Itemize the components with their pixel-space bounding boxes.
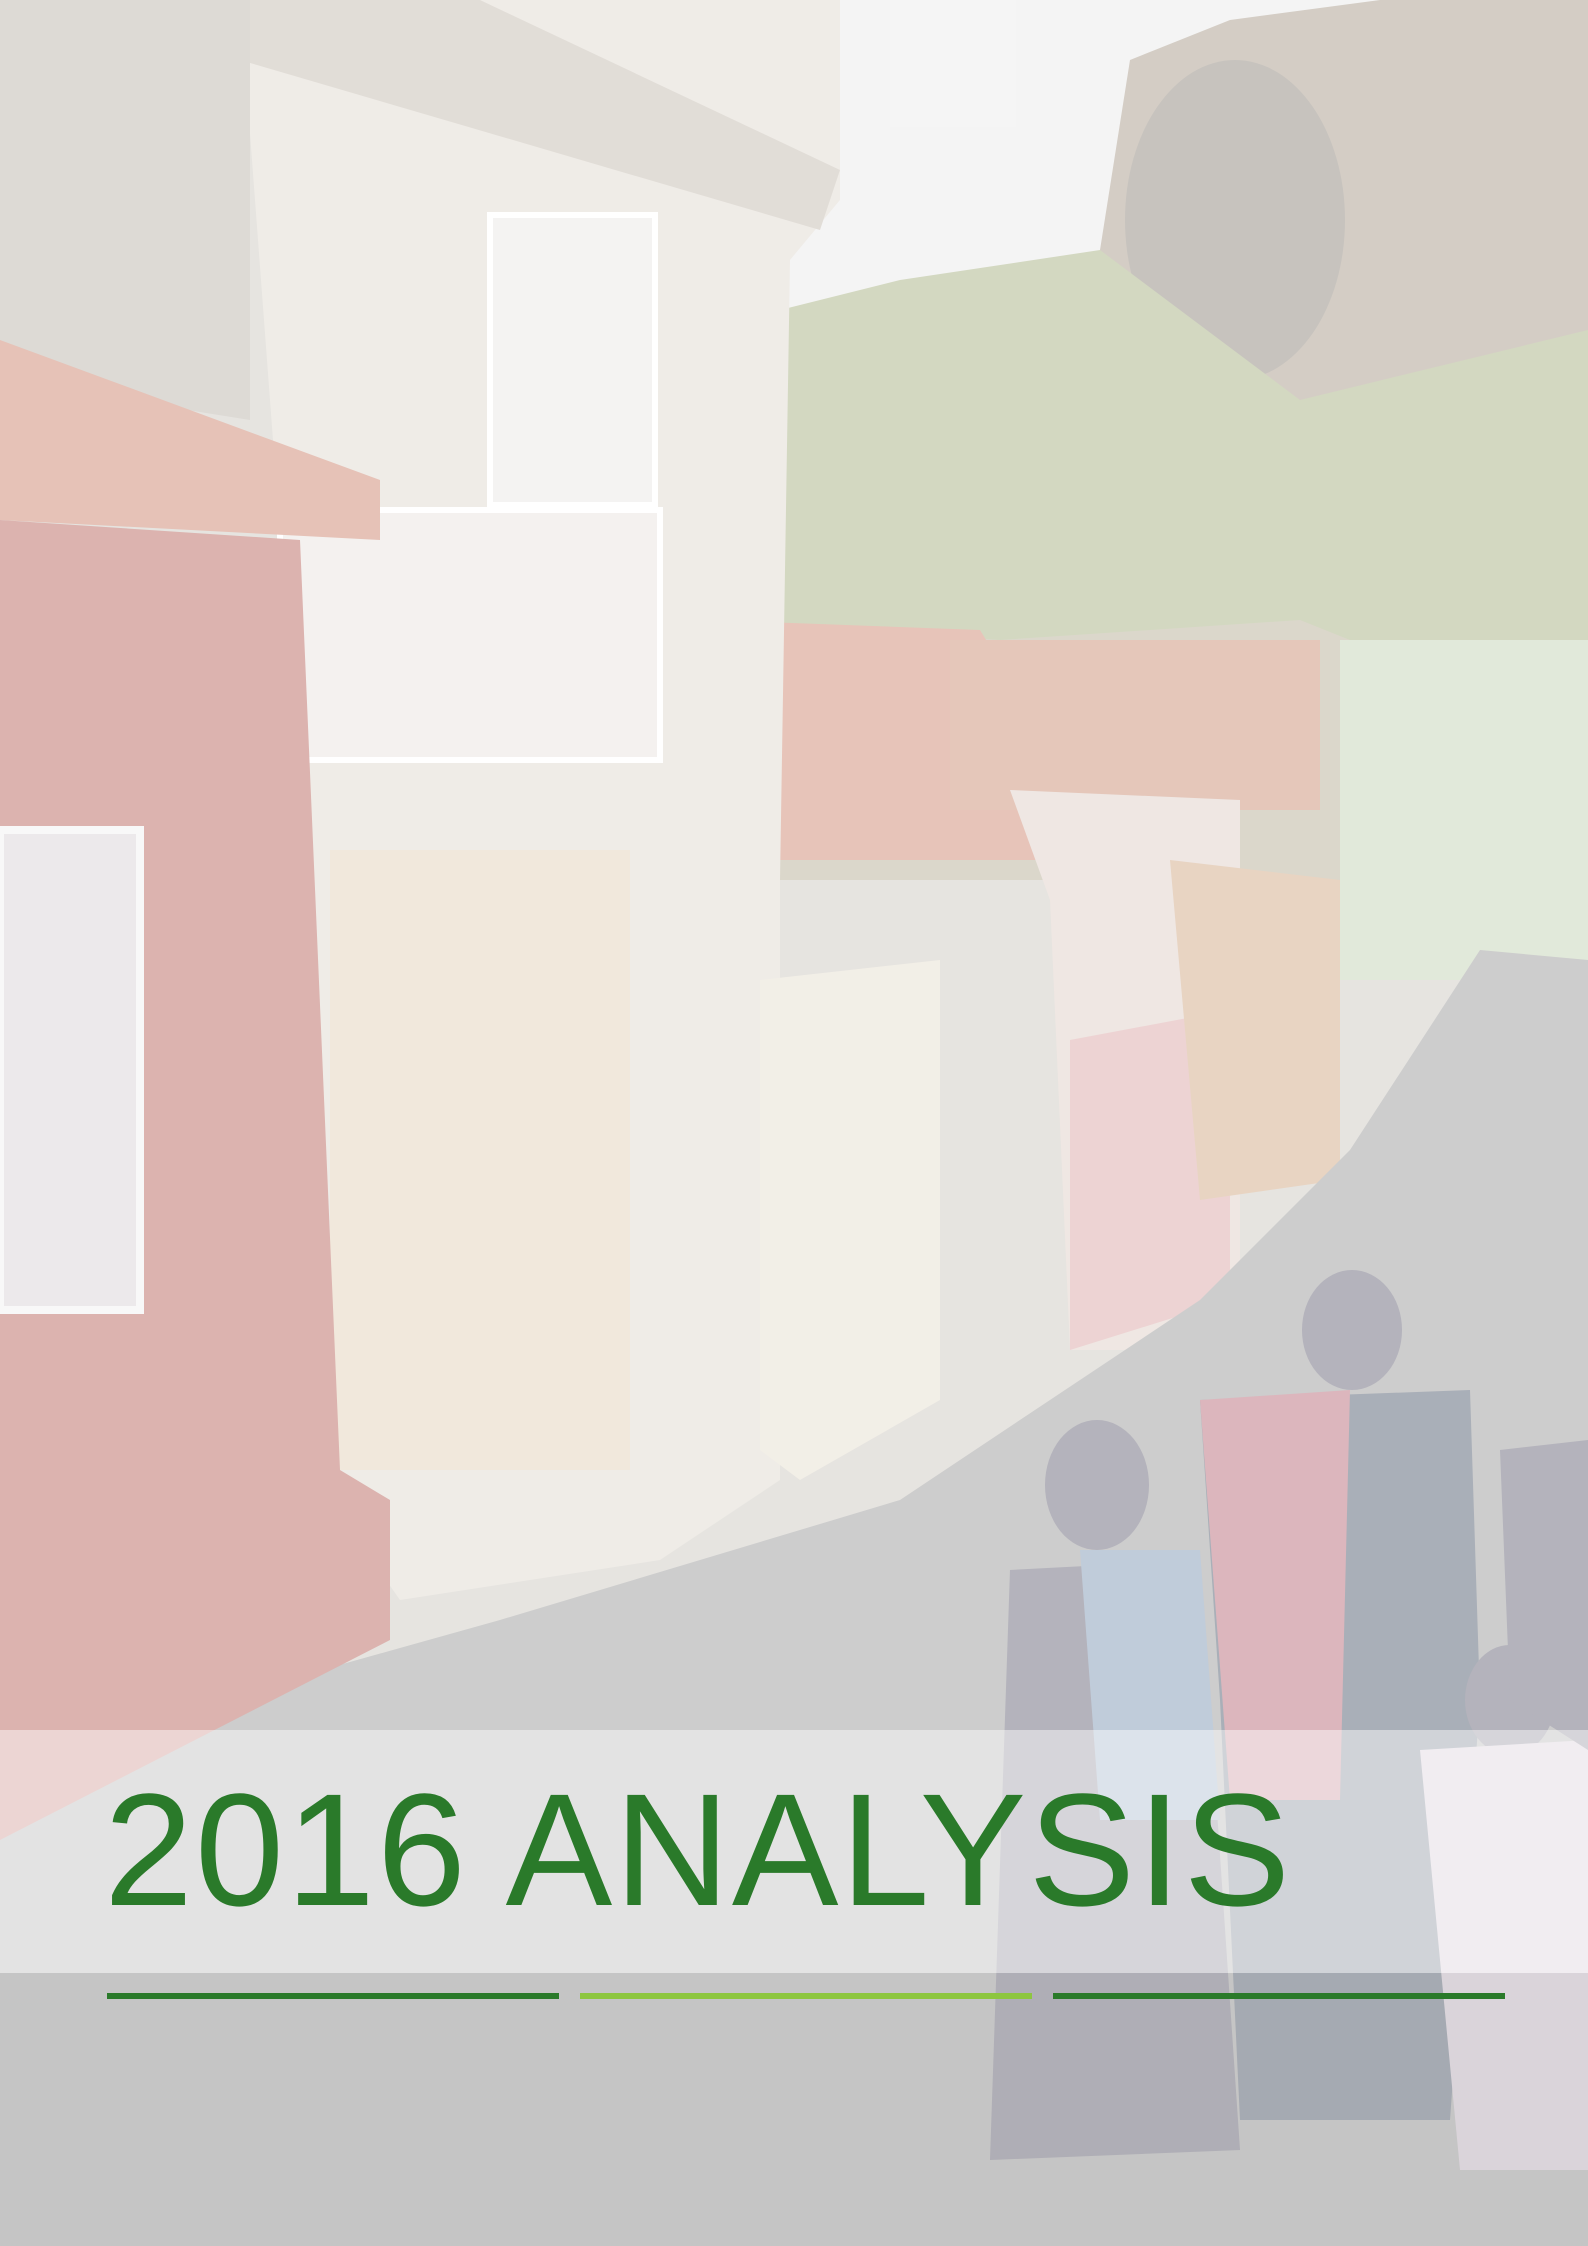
cover-page: 2016 ANALYSIS	[0, 0, 1588, 2246]
cover-title: 2016 ANALYSIS	[104, 1770, 1292, 1930]
lower-shade	[0, 1973, 1588, 2246]
